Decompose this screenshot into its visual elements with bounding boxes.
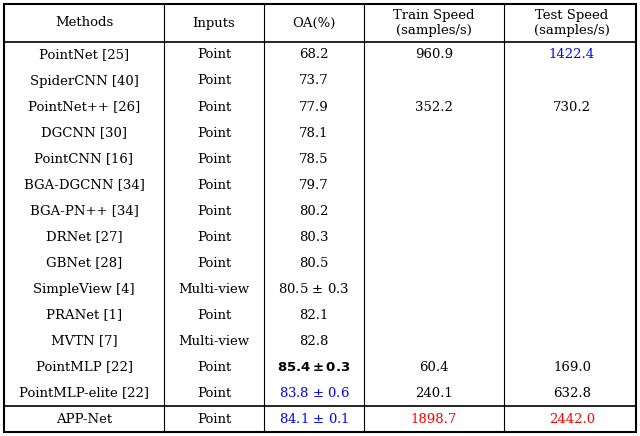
Text: 78.5: 78.5 (300, 153, 329, 166)
Text: 83.8 $\pm$ 0.6: 83.8 $\pm$ 0.6 (278, 386, 349, 400)
Text: 82.8: 82.8 (300, 334, 329, 347)
Text: Point: Point (197, 48, 231, 61)
Text: GBNet [28]: GBNet [28] (46, 256, 122, 269)
Text: 352.2: 352.2 (415, 101, 453, 113)
Text: 80.5 $\pm$ 0.3: 80.5 $\pm$ 0.3 (278, 282, 349, 296)
Text: 73.7: 73.7 (299, 75, 329, 88)
Text: APP-Net: APP-Net (56, 412, 112, 426)
Text: 2442.0: 2442.0 (549, 412, 595, 426)
Text: BGA-PN++ [34]: BGA-PN++ [34] (29, 204, 138, 218)
Text: 960.9: 960.9 (415, 48, 453, 61)
Text: 730.2: 730.2 (553, 101, 591, 113)
Text: Point: Point (197, 153, 231, 166)
Text: Point: Point (197, 412, 231, 426)
Text: BGA-DGCNN [34]: BGA-DGCNN [34] (24, 178, 145, 191)
Text: 240.1: 240.1 (415, 386, 453, 399)
Text: PointNet [25]: PointNet [25] (39, 48, 129, 61)
Text: PointMLP [22]: PointMLP [22] (35, 361, 132, 374)
Text: Point: Point (197, 361, 231, 374)
Text: OA(%): OA(%) (292, 17, 336, 30)
Text: 80.5: 80.5 (300, 256, 329, 269)
Text: Train Speed
(samples/s): Train Speed (samples/s) (393, 9, 475, 37)
Text: 1422.4: 1422.4 (549, 48, 595, 61)
Text: 79.7: 79.7 (299, 178, 329, 191)
Text: 82.1: 82.1 (300, 309, 329, 321)
Text: SimpleView [4]: SimpleView [4] (33, 283, 135, 296)
Text: Point: Point (197, 231, 231, 243)
Text: 632.8: 632.8 (553, 386, 591, 399)
Text: 84.1 $\pm$ 0.1: 84.1 $\pm$ 0.1 (279, 412, 349, 426)
Text: DRNet [27]: DRNet [27] (45, 231, 122, 243)
Text: Point: Point (197, 178, 231, 191)
Text: 68.2: 68.2 (300, 48, 329, 61)
Text: $\mathbf{85.4\pm0.3}$: $\mathbf{85.4\pm0.3}$ (277, 361, 351, 374)
Text: PointMLP-elite [22]: PointMLP-elite [22] (19, 386, 149, 399)
Text: Test Speed
(samples/s): Test Speed (samples/s) (534, 9, 610, 37)
Text: 60.4: 60.4 (419, 361, 449, 374)
Text: 80.3: 80.3 (300, 231, 329, 243)
Text: 77.9: 77.9 (299, 101, 329, 113)
Text: 80.2: 80.2 (300, 204, 329, 218)
Text: Multi-view: Multi-view (179, 334, 250, 347)
Text: 1898.7: 1898.7 (411, 412, 457, 426)
Text: Point: Point (197, 101, 231, 113)
Text: 169.0: 169.0 (553, 361, 591, 374)
Text: DGCNN [30]: DGCNN [30] (41, 126, 127, 140)
Text: Point: Point (197, 126, 231, 140)
Text: Multi-view: Multi-view (179, 283, 250, 296)
Text: MVTN [7]: MVTN [7] (51, 334, 117, 347)
Text: 78.1: 78.1 (300, 126, 329, 140)
Text: PRANet [1]: PRANet [1] (46, 309, 122, 321)
Text: Methods: Methods (55, 17, 113, 30)
Text: Point: Point (197, 386, 231, 399)
Text: PointCNN [16]: PointCNN [16] (35, 153, 134, 166)
Text: Point: Point (197, 75, 231, 88)
Text: SpiderCNN [40]: SpiderCNN [40] (29, 75, 138, 88)
Text: PointNet++ [26]: PointNet++ [26] (28, 101, 140, 113)
Text: Point: Point (197, 309, 231, 321)
Text: Inputs: Inputs (193, 17, 236, 30)
Text: Point: Point (197, 204, 231, 218)
Text: Point: Point (197, 256, 231, 269)
